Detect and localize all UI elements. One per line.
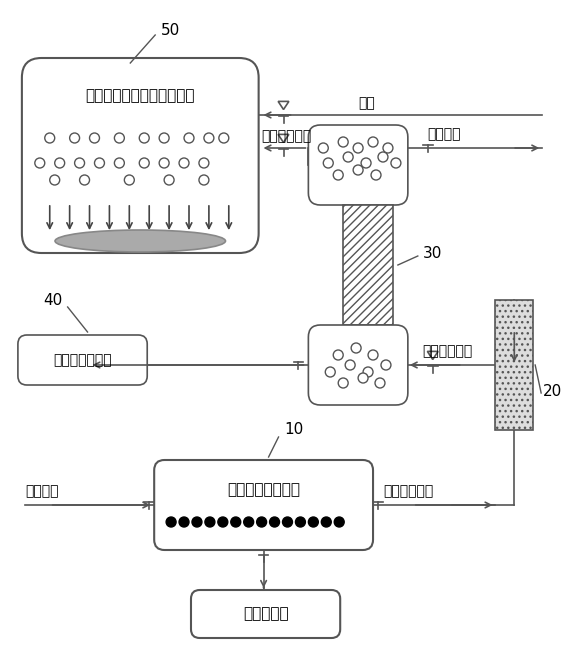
Circle shape <box>115 158 124 168</box>
Circle shape <box>164 175 174 185</box>
Circle shape <box>179 158 189 168</box>
Text: 40: 40 <box>43 293 62 308</box>
Circle shape <box>334 517 344 527</box>
FancyBboxPatch shape <box>154 460 373 550</box>
Circle shape <box>218 517 228 527</box>
FancyBboxPatch shape <box>308 325 408 405</box>
Circle shape <box>325 367 335 377</box>
Circle shape <box>371 170 381 180</box>
Text: 卤族气体: 卤族气体 <box>25 484 58 498</box>
Circle shape <box>358 373 368 383</box>
Text: 卤化金属气体: 卤化金属气体 <box>423 344 473 358</box>
Circle shape <box>159 158 169 168</box>
Circle shape <box>75 158 84 168</box>
Circle shape <box>333 170 343 180</box>
Bar <box>496 300 533 430</box>
Circle shape <box>184 133 194 143</box>
Circle shape <box>295 517 306 527</box>
Circle shape <box>308 517 318 527</box>
Circle shape <box>318 143 328 153</box>
Circle shape <box>321 517 331 527</box>
Circle shape <box>383 143 393 153</box>
Circle shape <box>159 133 169 143</box>
Circle shape <box>391 158 401 168</box>
Text: 等离子体增强化学气相沉积: 等离子体增强化学气相沉积 <box>86 89 195 103</box>
Circle shape <box>368 137 378 147</box>
FancyBboxPatch shape <box>18 335 147 385</box>
Polygon shape <box>278 101 289 109</box>
FancyBboxPatch shape <box>308 125 408 205</box>
Circle shape <box>192 517 202 527</box>
Circle shape <box>282 517 293 527</box>
Circle shape <box>257 517 266 527</box>
Circle shape <box>353 165 363 175</box>
Text: 气体纯度分析仪: 气体纯度分析仪 <box>53 353 112 367</box>
FancyBboxPatch shape <box>191 590 340 638</box>
Circle shape <box>343 152 353 162</box>
Polygon shape <box>428 352 438 359</box>
Circle shape <box>124 175 134 185</box>
Circle shape <box>338 137 348 147</box>
Circle shape <box>269 517 280 527</box>
Circle shape <box>363 367 373 377</box>
Circle shape <box>244 517 253 527</box>
Circle shape <box>333 350 343 360</box>
Circle shape <box>54 158 65 168</box>
Circle shape <box>70 133 79 143</box>
Bar <box>343 205 393 325</box>
Circle shape <box>353 143 363 153</box>
Circle shape <box>45 133 54 143</box>
Text: 杂质气体: 杂质气体 <box>428 127 461 141</box>
Polygon shape <box>278 134 289 142</box>
Circle shape <box>323 158 333 168</box>
Circle shape <box>204 133 214 143</box>
Circle shape <box>199 158 209 168</box>
Text: 10: 10 <box>284 422 303 438</box>
Text: 卤化金属气体: 卤化金属气体 <box>261 129 312 143</box>
Circle shape <box>205 517 215 527</box>
Circle shape <box>139 158 149 168</box>
FancyBboxPatch shape <box>22 58 259 253</box>
Text: 抽真空设备: 抽真空设备 <box>243 606 289 622</box>
Ellipse shape <box>55 230 226 252</box>
Circle shape <box>90 133 99 143</box>
Text: 卤化金属气体: 卤化金属气体 <box>383 484 433 498</box>
Circle shape <box>345 360 355 370</box>
Circle shape <box>199 175 209 185</box>
Circle shape <box>95 158 104 168</box>
Circle shape <box>115 133 124 143</box>
Circle shape <box>375 378 385 388</box>
Text: 30: 30 <box>423 246 442 261</box>
Circle shape <box>338 378 348 388</box>
Circle shape <box>139 133 149 143</box>
Circle shape <box>219 133 229 143</box>
Circle shape <box>231 517 241 527</box>
Text: 氢气: 氢气 <box>358 96 375 110</box>
Circle shape <box>166 517 176 527</box>
Circle shape <box>368 350 378 360</box>
Circle shape <box>351 343 361 353</box>
Text: 50: 50 <box>160 23 180 38</box>
Circle shape <box>35 158 45 168</box>
Circle shape <box>79 175 90 185</box>
Circle shape <box>381 360 391 370</box>
Text: 金属颗粒或粉状物: 金属颗粒或粉状物 <box>227 483 300 498</box>
Circle shape <box>50 175 60 185</box>
Circle shape <box>179 517 189 527</box>
Circle shape <box>361 158 371 168</box>
Text: 20: 20 <box>543 383 562 399</box>
Circle shape <box>378 152 388 162</box>
